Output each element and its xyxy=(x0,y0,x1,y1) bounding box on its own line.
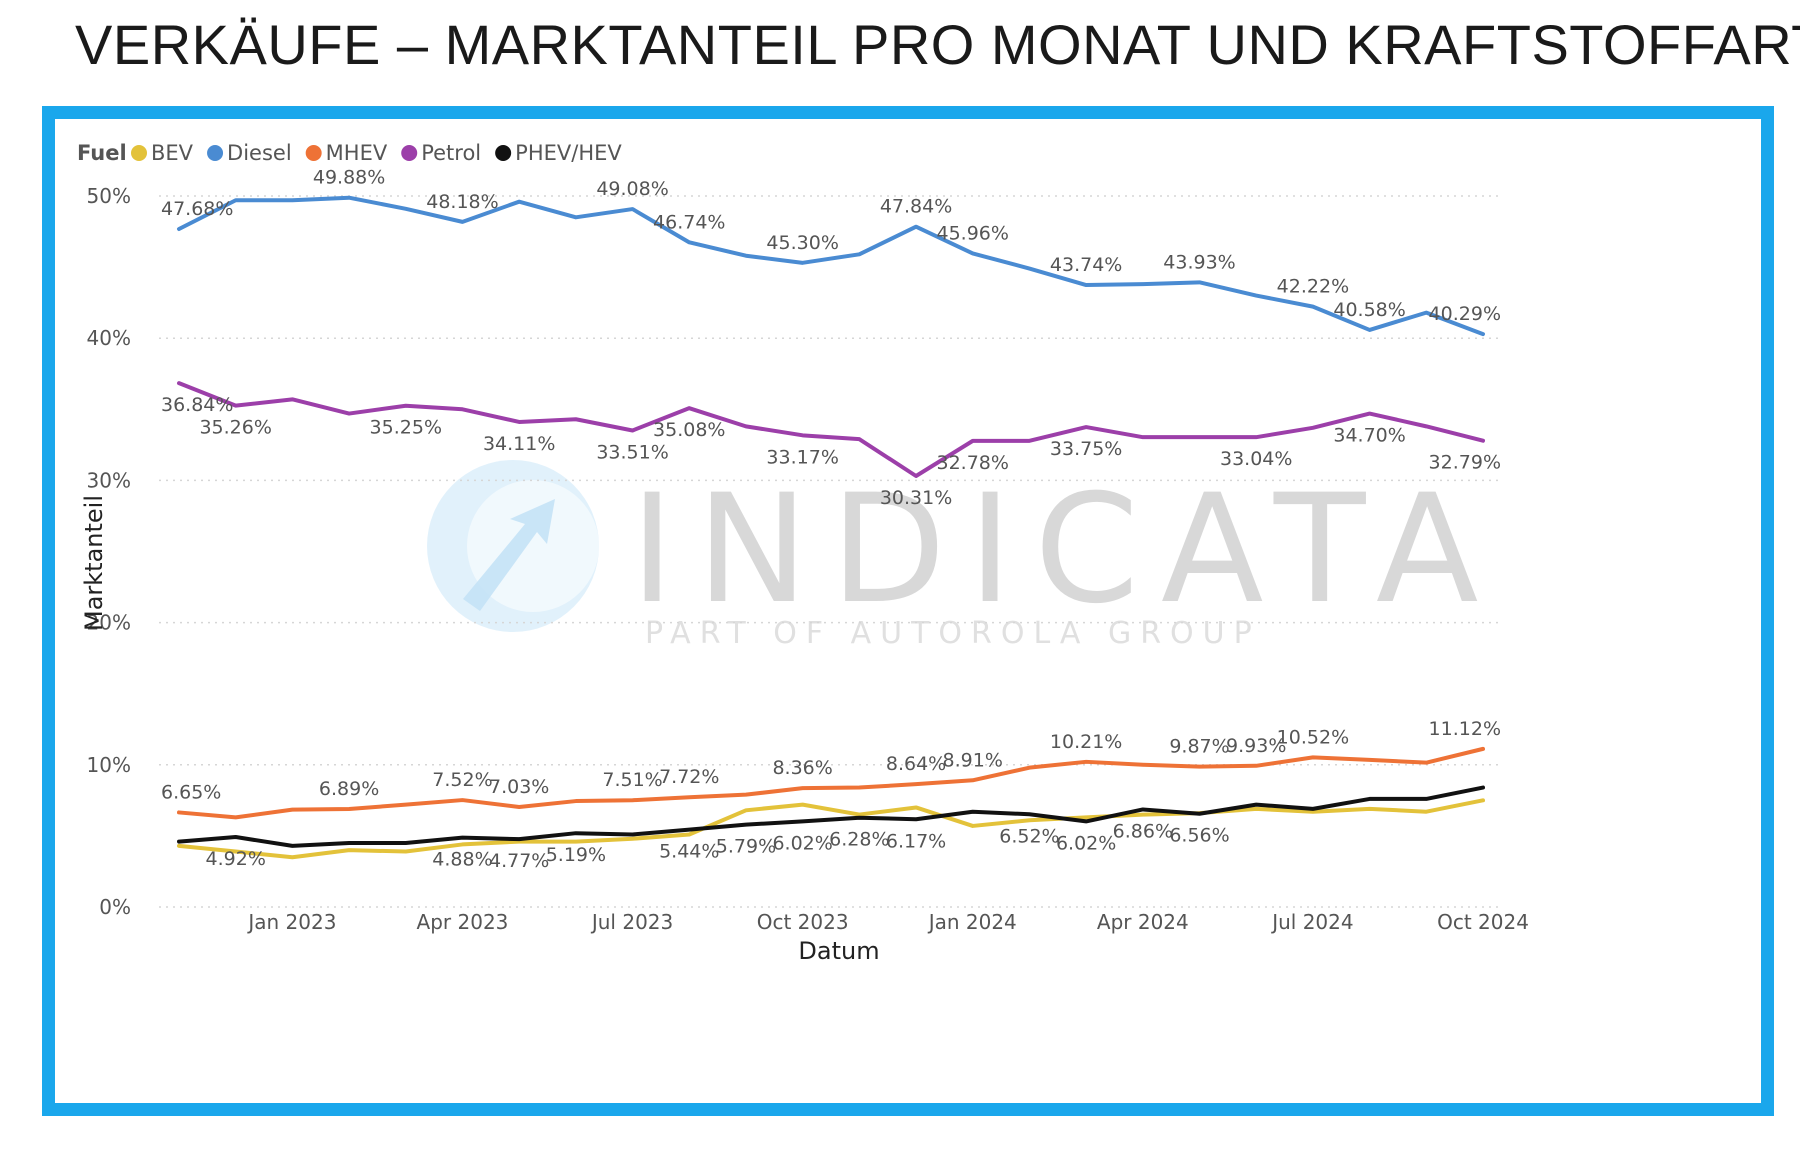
data-label: 35.08% xyxy=(653,419,725,441)
data-label: 8.64% xyxy=(886,753,946,775)
data-label: 10.52% xyxy=(1277,726,1349,748)
x-tick-label: Jul 2024 xyxy=(1270,910,1353,934)
legend-marker-diesel xyxy=(207,145,224,161)
data-label: 5.44% xyxy=(659,841,719,863)
legend-item-petrol: Petrol xyxy=(421,141,481,165)
data-label: 32.78% xyxy=(937,452,1009,474)
chart-frame: INDICATA PART OF AUTOROLA GROUP 0% 10% 20%… xyxy=(42,106,1774,1116)
series-line-diesel xyxy=(177,195,1485,337)
legend-item-mhev: MHEV xyxy=(326,141,388,165)
data-label: 48.18% xyxy=(426,191,498,213)
data-label: 4.88% xyxy=(432,849,492,871)
y-tick-label: 10% xyxy=(87,753,131,777)
legend-marker-phev-hev xyxy=(495,145,512,161)
legend-item-bev: BEV xyxy=(151,141,194,165)
series-line-phev-hev xyxy=(177,785,1485,848)
data-label: 34.11% xyxy=(483,433,555,455)
data-label: 36.84% xyxy=(161,394,233,416)
legend-item-phev-hev: PHEV/HEV xyxy=(515,141,622,165)
data-label: 6.56% xyxy=(1169,825,1229,847)
watermark-tagline: PART OF AUTOROLA GROUP xyxy=(645,616,1261,651)
data-label: 30.31% xyxy=(880,487,952,509)
series-line-petrol xyxy=(177,381,1485,478)
series-line-mhev xyxy=(177,746,1485,820)
data-label: 40.58% xyxy=(1333,299,1405,321)
data-label: 45.96% xyxy=(937,222,1009,244)
data-label: 6.86% xyxy=(1113,820,1173,842)
x-axis-title: Datum xyxy=(798,937,879,965)
page-title: VERKÄUFE – MARKTANTEIL PRO MONAT UND KRA… xyxy=(75,13,1800,76)
data-label: 11.12% xyxy=(1429,718,1501,740)
data-label: 34.70% xyxy=(1333,425,1405,447)
data-label: 32.79% xyxy=(1429,452,1501,474)
y-tick-label: 0% xyxy=(99,895,131,919)
legend-title: Fuel xyxy=(77,141,127,165)
data-label: 7.51% xyxy=(602,769,662,791)
data-label: 42.22% xyxy=(1277,276,1349,298)
data-label: 4.77% xyxy=(489,850,549,872)
data-label: 10.21% xyxy=(1050,731,1122,753)
data-label: 6.02% xyxy=(772,832,832,854)
data-label: 8.36% xyxy=(772,757,832,779)
x-tick-label: Apr 2024 xyxy=(1097,910,1189,934)
data-label: 43.74% xyxy=(1050,254,1122,276)
y-tick-label: 40% xyxy=(87,326,131,350)
data-label: 6.52% xyxy=(999,825,1059,847)
data-label: 6.89% xyxy=(319,778,379,800)
data-label: 6.17% xyxy=(886,830,946,852)
data-label: 49.88% xyxy=(313,167,385,189)
x-tick-label: Oct 2023 xyxy=(757,910,849,934)
data-label: 47.68% xyxy=(161,198,233,220)
legend-marker-mhev xyxy=(305,145,322,161)
data-label: 35.25% xyxy=(370,417,442,439)
data-label: 6.02% xyxy=(1056,832,1116,854)
data-label: 33.04% xyxy=(1220,448,1292,470)
data-label: 46.74% xyxy=(653,211,725,233)
y-tick-label: 20% xyxy=(87,611,131,635)
y-tick-label: 50% xyxy=(87,184,131,208)
x-tick-label: Jan 2023 xyxy=(246,910,336,934)
y-tick-label: 30% xyxy=(87,468,131,492)
series-line-bev xyxy=(177,798,1485,860)
data-label: 47.84% xyxy=(880,196,952,218)
data-label: 5.79% xyxy=(716,836,776,858)
watermark: INDICATA PART OF AUTOROLA GROUP xyxy=(427,460,1500,651)
data-label: 33.17% xyxy=(766,446,838,468)
x-tick-label: Apr 2023 xyxy=(417,910,509,934)
data-label: 8.91% xyxy=(943,749,1003,771)
legend-marker-petrol xyxy=(401,145,418,161)
x-tick-label: Jan 2024 xyxy=(927,910,1017,934)
legend: Fuel BEV Diesel MHEV Petrol PHEV/HEV xyxy=(77,141,622,165)
data-label: 33.51% xyxy=(596,441,668,463)
data-label: 49.08% xyxy=(596,178,668,200)
data-label: 9.93% xyxy=(1226,735,1286,757)
y-axis-title: Marktanteil xyxy=(80,495,108,631)
data-label: 4.92% xyxy=(206,848,266,870)
data-label: 7.03% xyxy=(489,776,549,798)
indicata-logo-icon xyxy=(427,460,599,632)
watermark-brand: INDICATA xyxy=(630,463,1500,637)
data-label: 45.30% xyxy=(766,232,838,254)
data-label: 7.52% xyxy=(432,769,492,791)
data-label: 5.19% xyxy=(546,844,606,866)
x-tick-label: Jul 2023 xyxy=(590,910,673,934)
data-label: 6.65% xyxy=(161,781,221,803)
data-label: 40.29% xyxy=(1429,303,1501,325)
legend-marker-bev xyxy=(131,145,147,161)
data-label: 6.28% xyxy=(829,829,889,851)
data-label: 35.26% xyxy=(199,417,271,439)
data-label: 33.75% xyxy=(1050,438,1122,460)
data-label: 7.72% xyxy=(659,766,719,788)
x-tick-label: Oct 2024 xyxy=(1437,910,1529,934)
data-label: 9.87% xyxy=(1169,736,1229,758)
line-chart: INDICATA PART OF AUTOROLA GROUP 0% 10% 20%… xyxy=(77,141,1529,965)
data-label: 43.93% xyxy=(1163,251,1235,273)
legend-item-diesel: Diesel xyxy=(227,141,292,165)
